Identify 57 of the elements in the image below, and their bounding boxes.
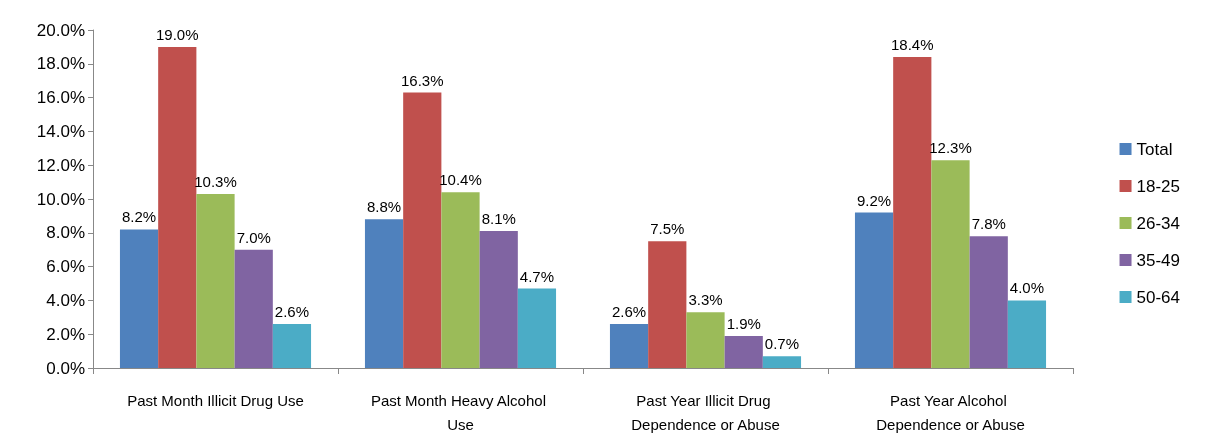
legend-label: 26-34 [1136,213,1180,233]
x-tick-label: Past Year Alcohol Dependence or Abuse [876,391,1025,433]
y-tick-label: 12.0% [36,155,85,175]
x-tick-label: Past Month Heavy Alcohol Use [370,391,551,433]
bar [969,236,1008,368]
data-label: 4.7% [519,267,555,285]
bar [648,241,687,368]
legend-label: Total [1136,139,1173,159]
data-label: 18.4% [891,36,934,54]
bar [364,219,404,368]
bar [119,229,159,368]
legend-label: 18-25 [1136,176,1180,196]
bar [893,57,932,368]
bar [762,356,802,368]
bar [158,46,197,368]
bar [403,92,442,368]
data-label: 4.0% [1009,279,1045,297]
data-label: 2.6% [611,303,647,321]
bar [517,288,557,368]
y-tick-label: 14.0% [36,121,85,141]
data-label: 19.0% [156,25,199,43]
bar [931,160,970,368]
y-tick-label: 10.0% [36,189,85,209]
bar [1007,300,1047,368]
bar [724,335,763,368]
data-label: 7.8% [971,215,1006,233]
bar [196,193,235,368]
bar [234,249,273,368]
y-tick-label: 2.0% [46,324,85,344]
bar [272,324,312,368]
legend-label: 35-49 [1136,250,1180,270]
bar [609,324,649,368]
data-label: 8.2% [121,208,157,226]
x-tick-label: Past Month Illicit Drug Use [127,391,304,409]
y-tick-label: 8.0% [46,223,85,243]
data-label: 8.1% [481,210,516,228]
y-tick-label: 18.0% [36,54,85,74]
y-tick-label: 16.0% [36,88,85,108]
data-label: 3.3% [688,291,723,309]
data-label: 9.2% [856,191,892,209]
y-tick-label: 4.0% [46,290,85,310]
data-label: 0.7% [764,335,800,353]
y-tick-label: 0.0% [46,358,85,378]
bar [479,231,518,368]
bar [854,212,894,368]
data-label: 8.8% [366,198,402,216]
data-label: 16.3% [401,71,444,89]
legend-label: 50-64 [1136,287,1180,307]
bar [441,192,480,368]
data-label: 7.0% [236,228,271,246]
y-tick-label: 6.0% [46,257,85,277]
data-label: 2.6% [274,303,310,321]
data-label: 7.5% [650,220,685,238]
x-tick-label: Past Year Illicit Drug Dependence or Abuse [631,391,780,433]
y-tick-label: 20.0% [36,20,85,40]
data-label: 1.9% [726,314,761,332]
bar [686,312,725,368]
